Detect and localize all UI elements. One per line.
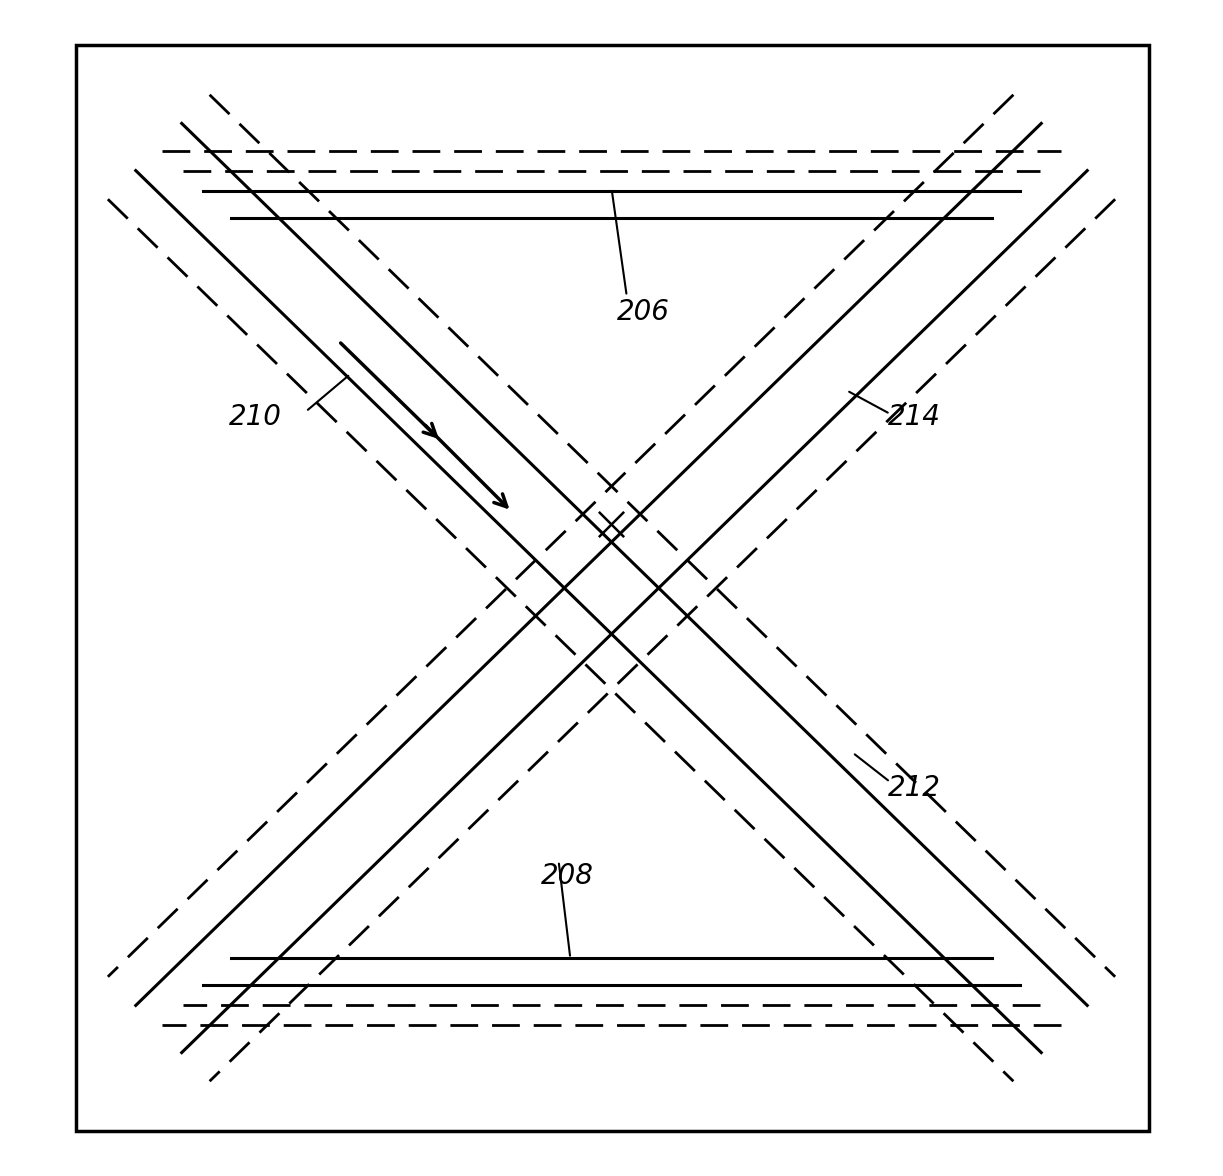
- Text: 212: 212: [888, 774, 940, 802]
- Text: 214: 214: [888, 403, 940, 432]
- Text: 210: 210: [229, 403, 283, 432]
- Text: 206: 206: [618, 298, 670, 326]
- Text: 208: 208: [541, 862, 594, 890]
